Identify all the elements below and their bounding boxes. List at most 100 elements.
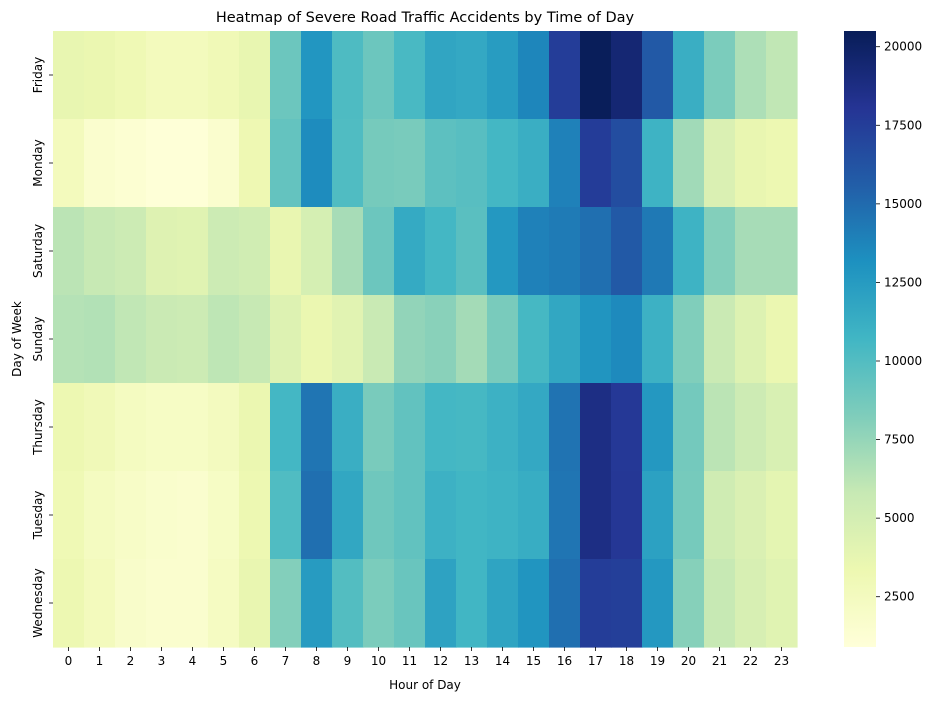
heatmap-cell bbox=[394, 207, 426, 296]
heatmap-cell bbox=[332, 471, 364, 560]
heatmap-cell bbox=[270, 207, 302, 296]
heatmap-cell bbox=[456, 207, 488, 296]
heatmap-cell bbox=[332, 559, 364, 648]
x-tick-label: 8 bbox=[313, 654, 321, 668]
heatmap-cell bbox=[735, 471, 767, 560]
heatmap-cell bbox=[425, 471, 457, 560]
heatmap-cell bbox=[642, 31, 674, 120]
y-tick-label: Saturday bbox=[31, 224, 45, 278]
heatmap-cell bbox=[301, 207, 333, 296]
heatmap-cell bbox=[146, 119, 178, 208]
colorbar bbox=[844, 31, 876, 647]
heatmap-cells bbox=[53, 31, 798, 648]
heatmap-cell bbox=[611, 471, 643, 560]
heatmap-cell bbox=[394, 383, 426, 472]
heatmap-cell bbox=[580, 295, 612, 384]
heatmap-cell bbox=[146, 31, 178, 120]
heatmap-cell bbox=[53, 295, 85, 384]
heatmap-cell bbox=[549, 471, 581, 560]
heatmap-cell bbox=[487, 559, 519, 648]
heatmap-cell bbox=[84, 295, 116, 384]
heatmap-cell bbox=[580, 31, 612, 120]
heatmap-cell bbox=[425, 383, 457, 472]
heatmap-cell bbox=[363, 31, 395, 120]
heatmap-cell bbox=[735, 31, 767, 120]
heatmap-cell bbox=[270, 31, 302, 120]
heatmap-cell bbox=[518, 471, 550, 560]
colorbar-tick-label: 2500 bbox=[884, 590, 915, 604]
heatmap-cell bbox=[301, 31, 333, 120]
y-tick-label: Friday bbox=[31, 57, 45, 93]
heatmap-cell bbox=[518, 31, 550, 120]
y-tick-label: Thursday bbox=[31, 399, 45, 456]
heatmap-cell bbox=[208, 31, 240, 120]
heatmap-cell bbox=[549, 207, 581, 296]
heatmap-cell bbox=[332, 119, 364, 208]
x-tick-label: 3 bbox=[158, 654, 166, 668]
x-tick-label: 22 bbox=[743, 654, 758, 668]
heatmap-cell bbox=[394, 559, 426, 648]
x-tick-label: 1 bbox=[96, 654, 104, 668]
heatmap-cell bbox=[487, 295, 519, 384]
heatmap-cell bbox=[332, 207, 364, 296]
heatmap-cell bbox=[177, 119, 209, 208]
heatmap-cell bbox=[84, 383, 116, 472]
y-axis-label: Day of Week bbox=[10, 301, 24, 377]
heatmap-cell bbox=[642, 383, 674, 472]
heatmap-cell bbox=[332, 31, 364, 120]
heatmap-cell bbox=[208, 295, 240, 384]
heatmap-cell bbox=[735, 295, 767, 384]
heatmap-cell bbox=[208, 471, 240, 560]
heatmap-cell bbox=[425, 295, 457, 384]
heatmap-cell bbox=[53, 119, 85, 208]
heatmap-cell bbox=[425, 207, 457, 296]
x-axis-label: Hour of Day bbox=[389, 678, 461, 692]
heatmap-cell bbox=[549, 383, 581, 472]
heatmap-cell bbox=[735, 559, 767, 648]
heatmap-cell bbox=[53, 383, 85, 472]
heatmap-cell bbox=[549, 119, 581, 208]
heatmap-cell bbox=[518, 559, 550, 648]
heatmap-cell bbox=[425, 119, 457, 208]
heatmap-cell bbox=[456, 471, 488, 560]
x-tick-label: 0 bbox=[65, 654, 73, 668]
heatmap-cell bbox=[115, 471, 147, 560]
heatmap-cell bbox=[208, 207, 240, 296]
heatmap-cell bbox=[394, 471, 426, 560]
heatmap-cell bbox=[580, 207, 612, 296]
heatmap-cell bbox=[208, 559, 240, 648]
heatmap-cell bbox=[115, 295, 147, 384]
x-tick-label: 12 bbox=[433, 654, 448, 668]
heatmap-cell bbox=[363, 295, 395, 384]
heatmap-cell bbox=[487, 119, 519, 208]
heatmap-cell bbox=[456, 119, 488, 208]
heatmap-cell bbox=[735, 383, 767, 472]
colorbar-tick-label: 15000 bbox=[884, 197, 922, 211]
heatmap-cell bbox=[301, 383, 333, 472]
y-tick-label: Monday bbox=[31, 139, 45, 186]
heatmap-cell bbox=[673, 295, 705, 384]
x-tick-label: 7 bbox=[282, 654, 290, 668]
heatmap-cell bbox=[332, 295, 364, 384]
heatmap-cell bbox=[704, 119, 736, 208]
heatmap-cell bbox=[177, 31, 209, 120]
heatmap-cell bbox=[115, 119, 147, 208]
heatmap-cell bbox=[239, 383, 271, 472]
x-tick-label: 17 bbox=[588, 654, 603, 668]
heatmap-cell bbox=[146, 207, 178, 296]
x-tick-label: 16 bbox=[557, 654, 572, 668]
x-tick-label: 21 bbox=[712, 654, 727, 668]
heatmap-cell bbox=[704, 383, 736, 472]
heatmap-cell bbox=[301, 471, 333, 560]
heatmap-cell bbox=[115, 207, 147, 296]
colorbar-tick-label: 5000 bbox=[884, 511, 915, 525]
heatmap-cell bbox=[673, 31, 705, 120]
y-axis-ticks: Friday Monday Saturday Sunday Thursday Tuesda… bbox=[31, 57, 53, 638]
heatmap-cell bbox=[673, 207, 705, 296]
heatmap-cell bbox=[549, 295, 581, 384]
heatmap-cell bbox=[766, 295, 798, 384]
heatmap-cell bbox=[518, 383, 550, 472]
heatmap-cell bbox=[84, 31, 116, 120]
